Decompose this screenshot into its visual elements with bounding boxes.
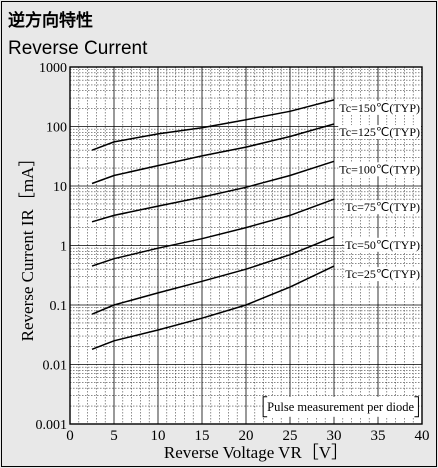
x-tick-label: 10 [151,428,166,444]
y-tick-label: 0.1 [50,299,68,314]
y-tick-label: 100 [46,121,67,136]
y-axis-label: Reverse Current IR［mA］ [18,150,37,342]
x-tick-label: 40 [415,428,430,444]
x-tick-label: 15 [195,428,210,444]
y-tick-label: 0.01 [43,359,68,374]
annotation-box: Pulse measurement per diode [263,397,418,417]
x-tick-label: 0 [66,428,74,444]
y-tick-label: 1 [60,240,67,255]
x-axis-label: Reverse Voltage VR［V］ [164,443,348,462]
series-label-3: Tc=75℃(TYP) [345,200,420,214]
series-label-1: Tc=125℃(TYP) [339,125,420,139]
x-tick-label: 20 [239,428,254,444]
series-label-0: Tc=150℃(TYP) [339,101,420,115]
y-tick-label: 1000 [39,61,67,76]
x-tick-label: 35 [371,428,386,444]
series-label-4: Tc=50℃(TYP) [345,238,420,252]
annotation-text: Pulse measurement per diode [267,400,414,414]
series-label-5: Tc=25℃(TYP) [345,267,420,281]
x-tick-label: 5 [110,428,118,444]
series-label-2: Tc=100℃(TYP) [339,162,420,176]
x-tick-label: 30 [327,428,342,444]
y-tick-label: 0.001 [36,418,68,433]
x-tick-label: 25 [283,428,298,444]
y-tick-label: 10 [53,180,67,195]
